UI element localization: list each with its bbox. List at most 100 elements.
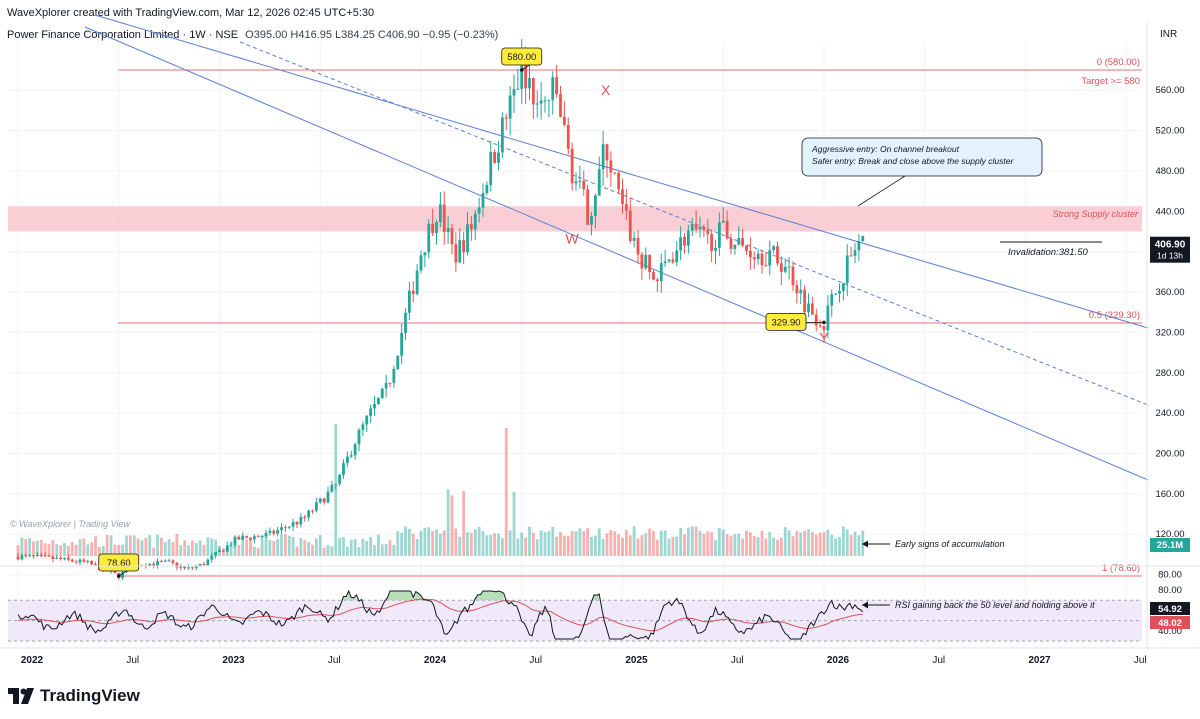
candle-body [415, 270, 419, 294]
tradingview-logo-icon [8, 688, 34, 704]
candle-body [16, 556, 20, 560]
volume-bar [125, 535, 128, 556]
volume-bar [807, 529, 810, 556]
candle-body [702, 227, 706, 231]
volume-bar [605, 533, 609, 556]
candle-body [830, 294, 834, 306]
volume-bar [466, 532, 469, 556]
candle-body [570, 148, 574, 184]
volume-bar [737, 533, 741, 556]
volume-bar [159, 537, 163, 556]
candle-body [225, 545, 229, 552]
volume-bar [582, 531, 586, 556]
price-label-anchor [822, 320, 826, 325]
volume-bar [152, 547, 156, 556]
volume-bar [628, 535, 632, 556]
volume-bar [462, 491, 466, 556]
candle-body [520, 57, 524, 89]
volume-bar [295, 546, 299, 556]
candle-body [334, 483, 338, 485]
candle-body [543, 100, 547, 102]
volume-bar [520, 532, 524, 556]
volume-bar [90, 542, 94, 556]
candle-body [392, 368, 396, 383]
fib-level-label: 1 (78.60) [1102, 563, 1140, 574]
volume-bar [450, 495, 454, 556]
volume-bar [772, 537, 776, 556]
candle-body [462, 240, 466, 253]
supply-zone-label: Strong Supply cluster [1052, 209, 1139, 219]
candle-body [303, 516, 307, 518]
volume-bar [760, 530, 764, 556]
volume-value: 25.1M [1157, 540, 1183, 551]
volume-bar [822, 532, 826, 556]
volume-bar [803, 530, 807, 556]
candle-body [679, 236, 683, 251]
candle-body [338, 474, 342, 484]
volume-bar [590, 536, 593, 556]
rsi-line [17, 589, 864, 640]
symbol-name[interactable]: Power Finance Corporation Limited · 1W ·… [7, 29, 239, 41]
volume-bar [252, 546, 256, 556]
candle-body [252, 536, 256, 540]
volume-bar [621, 537, 624, 556]
volume-bar [830, 534, 834, 556]
volume-bar [24, 539, 28, 556]
volume-bar [415, 539, 419, 556]
time-tick-label: Jul [529, 655, 542, 666]
rsi-overbought-fill [340, 591, 677, 601]
candle-body [268, 530, 272, 533]
candle-body [609, 160, 613, 173]
candle-body [280, 527, 283, 531]
callout-leader [857, 175, 906, 207]
volume-bar [206, 537, 210, 556]
volume-bar [299, 538, 303, 556]
volume-bar [504, 428, 508, 556]
volume-bar [376, 534, 380, 556]
volume-bar [260, 535, 264, 556]
price-tick-label: 480.00 [1155, 166, 1184, 177]
volume-bar [454, 528, 458, 556]
volume-bar [624, 529, 628, 556]
volume-bar [729, 535, 733, 556]
candle-body [388, 382, 392, 384]
candle-body [175, 562, 179, 568]
tradingview-logo[interactable]: TradingView [8, 686, 140, 706]
callout-line-2: Safer entry: Break and close above the s… [812, 156, 1014, 166]
price-tick-label: 80.00 [1158, 570, 1182, 581]
volume-bar [35, 540, 39, 556]
volume-bar [655, 539, 659, 556]
candle-body [299, 516, 303, 525]
time-tick-label: 2024 [424, 655, 447, 666]
volume-bar [714, 539, 717, 556]
brand-name: TradingView [40, 686, 140, 705]
candle-body [214, 552, 218, 556]
volume-bar [469, 532, 473, 556]
volume-bar [167, 539, 171, 556]
volume-bar [528, 526, 531, 556]
currency-label[interactable]: INR [1160, 29, 1178, 40]
channel-median-line [239, 41, 1149, 406]
volume-bar [667, 538, 671, 556]
volume-bar [512, 491, 516, 556]
candle-body [787, 266, 791, 268]
price-tick-label: 440.00 [1155, 206, 1184, 217]
volume-bar [586, 528, 590, 556]
candle-body [376, 398, 380, 404]
volume-bar [787, 530, 791, 556]
volume-bar [39, 539, 43, 556]
volume-bar [183, 540, 187, 556]
volume-bar [113, 544, 117, 556]
volume-bar [779, 537, 783, 556]
candle-body [776, 246, 779, 264]
candle-body [698, 227, 702, 230]
candle-body [63, 557, 66, 560]
volume-bar [264, 536, 268, 556]
candle-body [233, 536, 237, 546]
volume-bar [198, 540, 202, 556]
volume-bar [683, 534, 686, 556]
volume-bar [543, 532, 547, 556]
volume-bar [442, 530, 446, 556]
volume-bar [826, 529, 830, 556]
